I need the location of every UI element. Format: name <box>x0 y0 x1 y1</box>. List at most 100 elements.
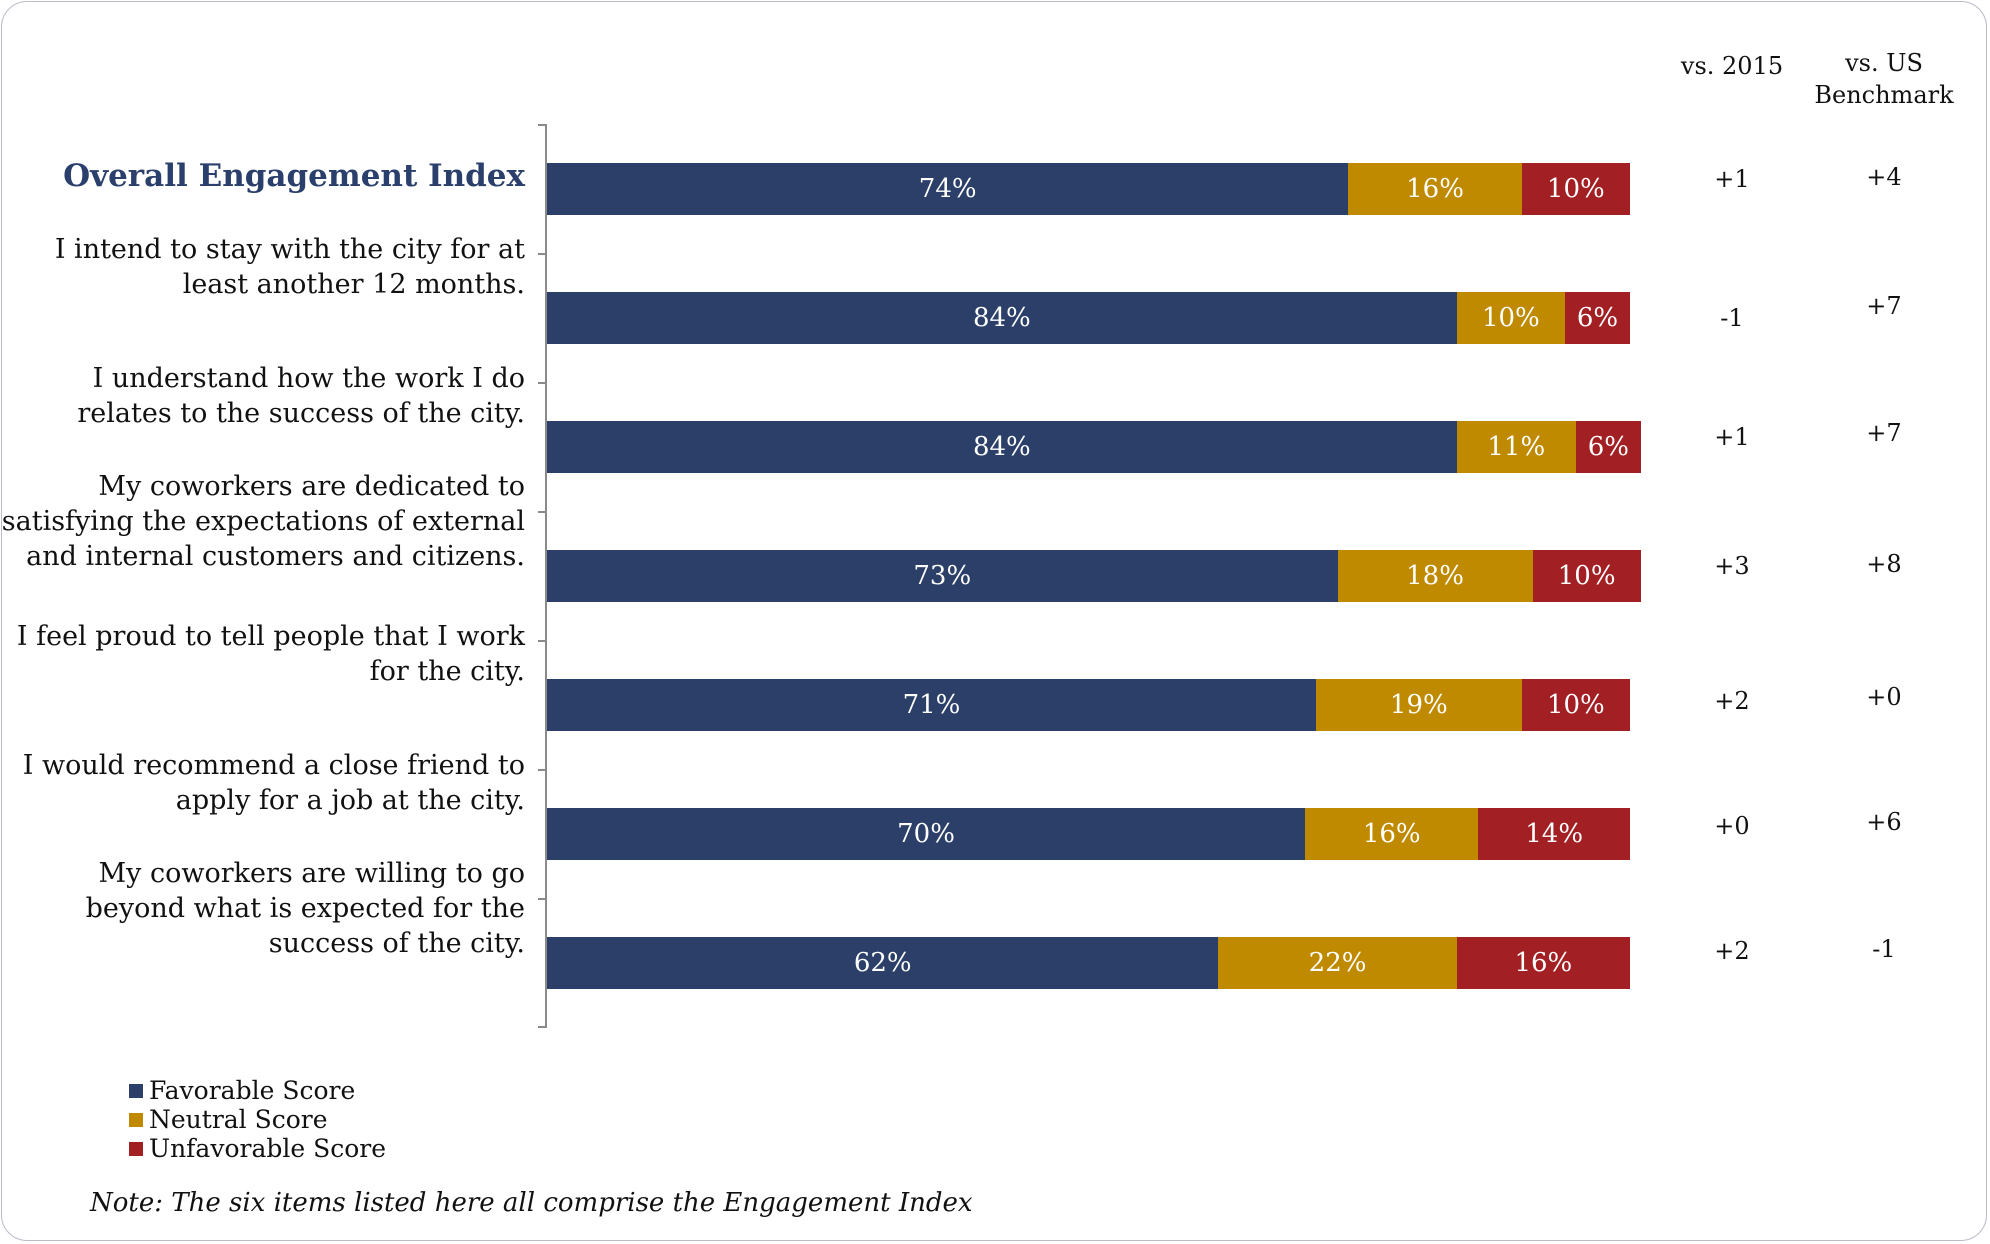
legend-swatch-favorable <box>129 1083 143 1098</box>
data-label-unfavorable: 6% <box>1576 303 1619 333</box>
data-label-favorable: 70% <box>897 819 955 849</box>
category-label-line: I would recommend a close friend to <box>22 750 525 781</box>
footnote: Note: The six items listed here all comp… <box>90 1188 973 1218</box>
column-header-vs-2015-text: vs. 2015 <box>1680 52 1784 80</box>
category-label-line: I intend to stay with the city for at <box>54 234 525 265</box>
bar-segment-unfavorable: 10% <box>1521 163 1630 215</box>
vs-2015-value: +3 <box>1714 552 1750 580</box>
data-label-neutral: 10% <box>1481 303 1540 333</box>
legend-swatch-unfavorable <box>129 1141 143 1156</box>
data-label-neutral: 22% <box>1308 948 1367 978</box>
category-label-line: I feel proud to tell people that I work <box>16 621 525 652</box>
data-label-favorable: 84% <box>972 432 1031 462</box>
data-label-neutral: 16% <box>1406 174 1464 204</box>
vs-2015-value: -1 <box>1720 304 1744 332</box>
bar-segment-unfavorable: 6% <box>1575 421 1641 473</box>
legend-item-neutral: Neutral Score <box>129 1105 386 1134</box>
category-label-recommend-friend: I would recommend a close friend to apply… <box>23 748 525 818</box>
category-axis <box>545 124 547 1026</box>
category-label-intend-to-stay: I intend to stay with the city for at lea… <box>55 232 525 302</box>
category-label-line: My coworkers are dedicated to <box>98 471 525 502</box>
axis-tick <box>538 511 547 513</box>
legend: Favorable Score Neutral Score Unfavorabl… <box>129 1076 386 1163</box>
bar-segment-favorable: 74% <box>547 163 1349 215</box>
bar-segment-unfavorable: 10% <box>1521 679 1630 731</box>
legend-label-unfavorable: Unfavorable Score <box>149 1134 387 1163</box>
bar-segment-neutral: 16% <box>1305 808 1479 860</box>
category-label-line: least another 12 months. <box>182 269 525 300</box>
legend-item-unfavorable: Unfavorable Score <box>129 1134 386 1163</box>
category-label-feel-proud: I feel proud to tell people that I work f… <box>17 619 525 689</box>
category-label-coworkers-willing: My coworkers are willing to go beyond wha… <box>86 856 525 961</box>
data-label-unfavorable: 6% <box>1587 432 1629 462</box>
bar-segment-unfavorable: 6% <box>1565 292 1630 344</box>
bar-row-recommend-friend: 70% 16% 14% <box>547 808 1630 860</box>
bar-segment-favorable: 73% <box>547 550 1338 602</box>
vs-us-benchmark-value: +0 <box>1866 683 1902 711</box>
vs-us-benchmark-value: +6 <box>1866 808 1902 836</box>
column-header-vs-us-benchmark: vs. US Benchmark <box>1800 47 1968 111</box>
vs-2015-value: +0 <box>1714 812 1750 840</box>
axis-tick <box>538 1026 547 1028</box>
vs-2015-value: +2 <box>1714 937 1750 965</box>
category-label-line: apply for a job at the city. <box>175 785 525 816</box>
data-label-unfavorable: 14% <box>1525 819 1584 849</box>
bar-segment-neutral: 11% <box>1456 421 1576 473</box>
data-label-unfavorable: 10% <box>1546 690 1605 720</box>
category-label-line: relates to the success of the city. <box>77 398 525 429</box>
bar-segment-favorable: 84% <box>547 292 1457 344</box>
data-label-favorable: 84% <box>972 303 1031 333</box>
vs-us-benchmark-value: +7 <box>1866 292 1902 320</box>
data-label-unfavorable: 10% <box>1557 561 1616 591</box>
axis-tick <box>538 640 547 642</box>
vs-us-benchmark-value: -1 <box>1872 935 1896 963</box>
vs-us-benchmark-value: +7 <box>1866 419 1902 447</box>
category-label-line: I understand how the work I do <box>92 363 525 394</box>
vs-2015-value: +1 <box>1714 423 1750 451</box>
data-label-unfavorable: 10% <box>1546 174 1605 204</box>
bar-segment-neutral: 18% <box>1337 550 1533 602</box>
vs-2015-value: +2 <box>1714 687 1750 715</box>
bar-segment-neutral: 19% <box>1315 679 1522 731</box>
bar-row-coworkers-dedicated: 73% 18% 10% <box>547 550 1641 602</box>
bar-segment-neutral: 22% <box>1218 937 1457 989</box>
data-label-favorable: 74% <box>918 174 977 204</box>
data-label-neutral: 11% <box>1487 432 1546 462</box>
category-label-line: Overall Engagement Index <box>63 158 525 194</box>
category-label-line: beyond what is expected for the <box>85 893 525 924</box>
column-header-vs-us-line2: Benchmark <box>1814 81 1954 109</box>
bar-segment-neutral: 10% <box>1456 292 1566 344</box>
legend-label-neutral: Neutral Score <box>149 1105 328 1134</box>
bar-segment-unfavorable: 14% <box>1478 808 1630 860</box>
bar-row-coworkers-willing: 62% 22% 16% <box>547 937 1630 989</box>
data-label-neutral: 18% <box>1406 561 1464 591</box>
column-header-vs-us-line1: vs. US <box>1845 49 1923 77</box>
legend-swatch-neutral <box>129 1112 143 1127</box>
data-label-favorable: 71% <box>902 690 961 720</box>
data-label-favorable: 62% <box>853 948 912 978</box>
bar-row-overall-engagement-index: 74% 16% 10% <box>547 163 1630 215</box>
bar-segment-neutral: 16% <box>1348 163 1522 215</box>
bar-segment-favorable: 62% <box>547 937 1219 989</box>
bar-row-feel-proud: 71% 19% 10% <box>547 679 1630 731</box>
bar-row-understand-work: 84% 11% 6% <box>547 421 1641 473</box>
bar-segment-favorable: 84% <box>547 421 1457 473</box>
legend-item-favorable: Favorable Score <box>129 1076 386 1105</box>
category-label-line: for the city. <box>369 656 525 687</box>
bar-segment-favorable: 70% <box>547 808 1306 860</box>
bar-segment-unfavorable: 10% <box>1532 550 1641 602</box>
data-label-neutral: 19% <box>1389 690 1448 720</box>
category-label-line: satisfying the expectations of external <box>1 506 525 537</box>
legend-label-favorable: Favorable Score <box>149 1076 356 1105</box>
axis-tick <box>538 382 547 384</box>
axis-tick <box>538 253 547 255</box>
bar-segment-favorable: 71% <box>547 679 1316 731</box>
category-label-line: and internal customers and citizens. <box>26 541 525 572</box>
category-label-understand-work: I understand how the work I do relates to… <box>77 361 525 431</box>
data-label-neutral: 16% <box>1362 819 1421 849</box>
axis-tick <box>538 769 547 771</box>
data-label-unfavorable: 16% <box>1514 948 1573 978</box>
category-label-coworkers-dedicated: My coworkers are dedicated to satisfying … <box>2 469 525 574</box>
bar-row-intend-to-stay: 84% 10% 6% <box>547 292 1630 344</box>
